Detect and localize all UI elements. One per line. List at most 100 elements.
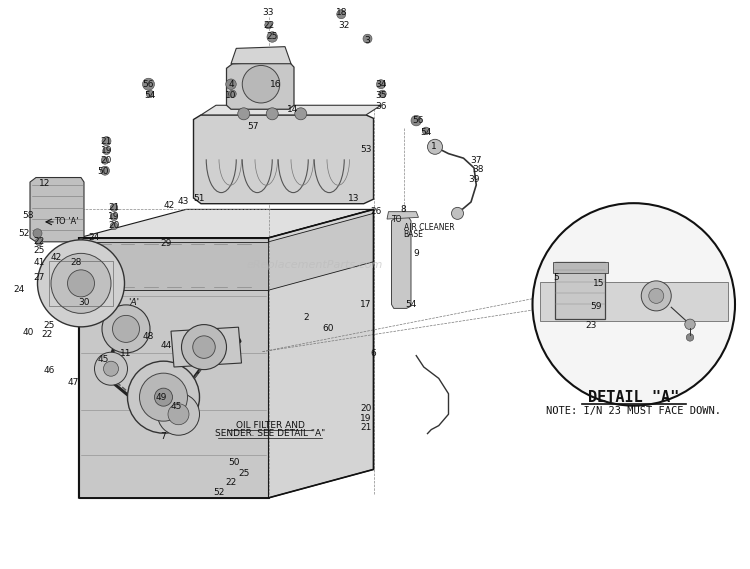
Text: 51: 51 (193, 193, 205, 203)
Circle shape (532, 203, 735, 406)
Polygon shape (387, 212, 418, 219)
Text: 53: 53 (360, 145, 372, 154)
Text: 25: 25 (238, 469, 250, 478)
Circle shape (112, 315, 140, 343)
Circle shape (128, 361, 200, 433)
Text: 2: 2 (303, 313, 309, 322)
Text: 46: 46 (43, 366, 55, 376)
Text: 21: 21 (100, 137, 112, 146)
Circle shape (267, 32, 278, 42)
Circle shape (140, 373, 188, 421)
Circle shape (110, 204, 118, 212)
Polygon shape (553, 262, 608, 273)
Polygon shape (226, 61, 294, 109)
Text: 29: 29 (160, 239, 172, 248)
Circle shape (376, 80, 386, 89)
Polygon shape (86, 242, 268, 290)
Circle shape (242, 65, 280, 103)
Text: 41: 41 (33, 258, 45, 267)
Text: 34: 34 (375, 80, 387, 89)
Circle shape (427, 139, 442, 154)
Text: 26: 26 (370, 207, 382, 216)
Text: 45: 45 (170, 402, 182, 411)
Text: 38: 38 (472, 165, 484, 174)
Polygon shape (79, 209, 374, 238)
Polygon shape (171, 327, 242, 367)
Circle shape (104, 361, 118, 376)
Text: SENDER. SEE DETAIL "A": SENDER. SEE DETAIL "A" (214, 429, 326, 438)
Text: 16: 16 (270, 80, 282, 89)
Text: 1: 1 (430, 142, 436, 151)
Text: 5: 5 (554, 273, 560, 282)
Text: 35: 35 (375, 91, 387, 100)
Circle shape (110, 222, 118, 230)
Text: 40: 40 (22, 328, 34, 337)
Text: 10: 10 (225, 91, 237, 100)
Circle shape (146, 90, 154, 98)
Text: BASE: BASE (404, 230, 423, 240)
Text: 47: 47 (68, 378, 80, 387)
Text: OIL FILTER AND: OIL FILTER AND (236, 421, 304, 430)
Circle shape (422, 127, 430, 135)
Polygon shape (268, 213, 374, 290)
Circle shape (193, 336, 215, 358)
Polygon shape (392, 217, 411, 308)
Text: 12: 12 (39, 179, 51, 188)
Polygon shape (540, 282, 728, 321)
Text: 48: 48 (142, 332, 154, 341)
Text: 52: 52 (18, 229, 30, 238)
Circle shape (649, 288, 664, 303)
Circle shape (182, 324, 226, 370)
Circle shape (102, 305, 150, 353)
Circle shape (295, 108, 307, 120)
Circle shape (379, 90, 386, 98)
Text: 42: 42 (164, 201, 174, 211)
Circle shape (102, 137, 111, 146)
Text: 24: 24 (13, 284, 24, 294)
Circle shape (337, 10, 346, 19)
Text: 25: 25 (43, 321, 55, 330)
Text: 49: 49 (155, 393, 167, 402)
Text: 25: 25 (266, 32, 278, 42)
Polygon shape (231, 47, 291, 64)
Circle shape (101, 156, 109, 164)
Text: 36: 36 (375, 102, 387, 112)
Text: DETAIL "A": DETAIL "A" (588, 390, 680, 405)
Text: 54: 54 (144, 91, 156, 100)
Text: 50: 50 (228, 457, 240, 467)
Text: 44: 44 (160, 341, 172, 351)
Text: 30: 30 (78, 298, 90, 307)
Text: 20: 20 (360, 404, 372, 413)
Text: 21: 21 (108, 203, 120, 212)
Text: 43: 43 (178, 197, 190, 207)
Text: 23: 23 (585, 321, 597, 330)
Polygon shape (194, 115, 374, 204)
Text: 58: 58 (22, 211, 34, 220)
Text: 56: 56 (413, 116, 424, 125)
Circle shape (168, 404, 189, 424)
Text: 52: 52 (213, 488, 225, 497)
Text: 22: 22 (225, 478, 237, 487)
Text: 57: 57 (248, 122, 259, 131)
Circle shape (68, 270, 94, 297)
Text: 'A': 'A' (128, 298, 139, 307)
Circle shape (51, 253, 111, 314)
Text: 50: 50 (98, 167, 109, 176)
Text: 6: 6 (370, 349, 376, 358)
Circle shape (363, 34, 372, 43)
Polygon shape (79, 238, 268, 498)
Circle shape (158, 393, 200, 435)
Polygon shape (555, 262, 605, 319)
Text: 3: 3 (364, 36, 370, 46)
Circle shape (411, 116, 422, 126)
Text: 15: 15 (592, 279, 604, 288)
Circle shape (266, 108, 278, 120)
Text: 33: 33 (262, 8, 274, 17)
Text: 19: 19 (360, 414, 372, 423)
Text: TO: TO (392, 215, 402, 224)
Text: 42: 42 (51, 253, 62, 262)
Text: 9: 9 (413, 249, 419, 258)
Text: NOTE: I/N 23 MUST FACE DOWN.: NOTE: I/N 23 MUST FACE DOWN. (546, 406, 722, 416)
Polygon shape (268, 209, 374, 498)
Text: 45: 45 (98, 355, 109, 364)
